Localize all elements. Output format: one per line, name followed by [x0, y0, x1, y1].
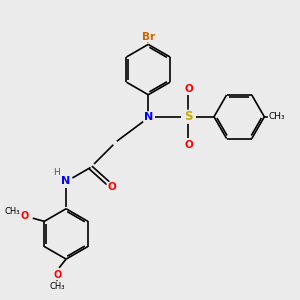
Text: O: O [184, 140, 193, 150]
Text: Br: Br [142, 32, 155, 42]
Text: O: O [21, 211, 29, 221]
Text: N: N [144, 112, 153, 122]
Text: H: H [53, 168, 60, 177]
Text: S: S [184, 110, 193, 123]
Text: CH₃: CH₃ [50, 281, 65, 290]
Text: CH₃: CH₃ [268, 112, 285, 121]
Text: CH₃: CH₃ [4, 207, 20, 216]
Text: O: O [107, 182, 116, 192]
Text: N: N [61, 176, 71, 187]
Text: O: O [184, 84, 193, 94]
Text: O: O [53, 270, 61, 280]
